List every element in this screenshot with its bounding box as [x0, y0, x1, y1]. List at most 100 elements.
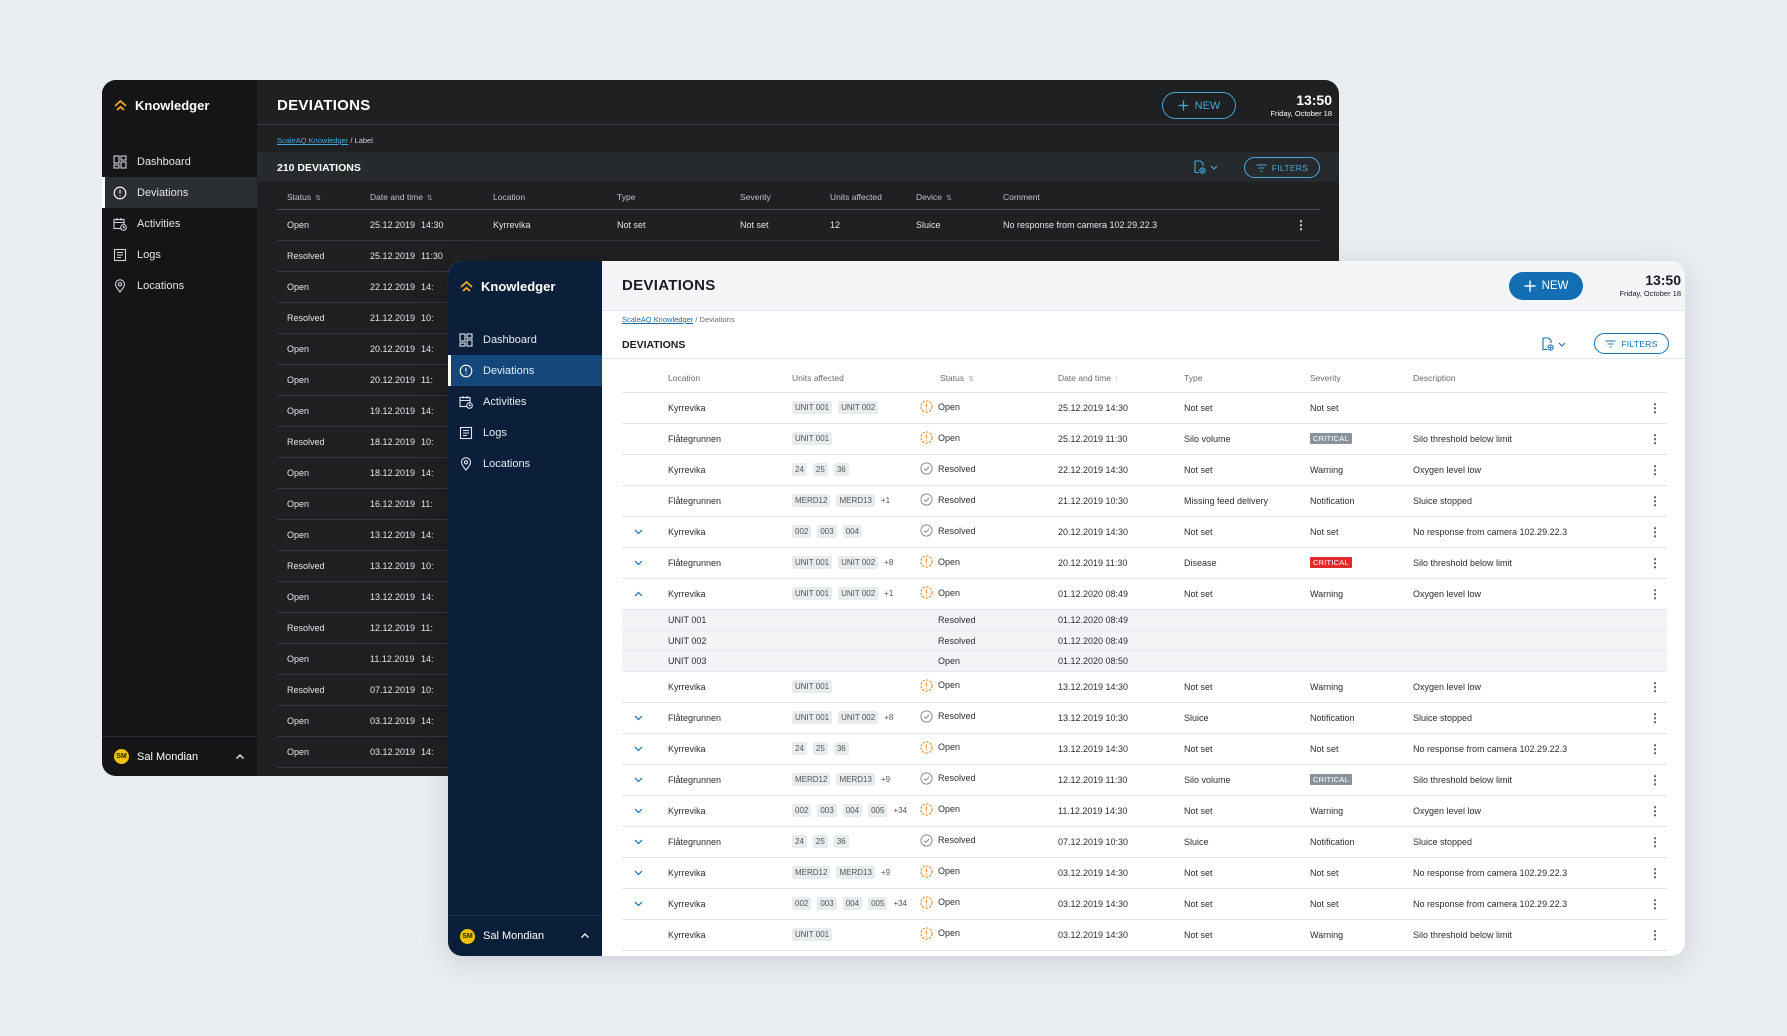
table-row[interactable]: Kyrrevika MERD12 MERD13 +9 Open 03.12.2019 14… — [622, 858, 1667, 889]
nav-item-dashboard[interactable]: Dashboard — [448, 324, 602, 355]
row-date: 13.12.2019 14:30 — [1058, 681, 1129, 692]
table-row[interactable]: Kyrrevika UNIT 001 UNIT 002 Open 25.12.2019 … — [622, 393, 1667, 424]
more-vertical-icon[interactable]: ⋮ — [1649, 556, 1661, 570]
nav-item-logs[interactable]: Logs — [102, 239, 257, 270]
unit-chip: 004 — [842, 525, 863, 538]
nav-item-logs[interactable]: Logs — [448, 417, 602, 448]
chevron-up-icon[interactable] — [634, 589, 643, 599]
sub-unit: UNIT 002 — [668, 635, 707, 646]
more-vertical-icon[interactable]: ⋮ — [1649, 865, 1661, 880]
table-row[interactable]: Open 25.12.2019 14:30 Kyrrevika Not set … — [277, 210, 1320, 241]
filters-button[interactable]: FILTERS — [1594, 333, 1669, 354]
breadcrumb-current: / Label — [348, 136, 373, 145]
col-units[interactable]: Units affected — [792, 373, 844, 383]
table-row[interactable]: Flåtegrunnen UNIT 001 UNIT 002 +8 Resolved 13… — [622, 703, 1667, 734]
chevron-down-icon[interactable] — [634, 558, 643, 568]
chevron-down-icon[interactable] — [634, 527, 643, 537]
nav-item-activities[interactable]: Activities — [448, 386, 602, 417]
nav-label: Deviations — [137, 186, 189, 199]
col-description[interactable]: Description — [1413, 373, 1456, 383]
chevron-down-icon[interactable] — [634, 744, 643, 754]
table-row[interactable]: Flåtegrunnen UNIT 001 UNIT 002 +8 Open 20.12.… — [622, 548, 1667, 579]
open-status-icon — [920, 803, 933, 816]
col-device[interactable]: Device ⇅ — [916, 191, 952, 202]
more-vertical-icon[interactable]: ⋮ — [1649, 772, 1661, 787]
export-menu[interactable] — [1541, 337, 1566, 351]
col-severity[interactable]: Severity — [1310, 373, 1341, 383]
more-vertical-icon[interactable]: ⋮ — [1649, 803, 1661, 818]
chevron-down-icon[interactable] — [634, 775, 643, 785]
row-status: Resolved — [287, 685, 325, 695]
more-vertical-icon[interactable]: ⋮ — [1649, 525, 1661, 539]
more-vertical-icon[interactable]: ⋮ — [1649, 401, 1661, 415]
table-row[interactable]: Kyrrevika UNIT 001 UNIT 002 +1 Open 01.12.202… — [622, 579, 1667, 610]
col-type[interactable]: Type — [1184, 373, 1203, 383]
nav-item-locations[interactable]: Locations — [448, 448, 602, 479]
more-vertical-icon[interactable]: ⋮ — [1649, 741, 1661, 756]
col-date[interactable]: Date and time ↑ — [1058, 373, 1119, 383]
row-description: Oxygen level low — [1413, 805, 1482, 816]
col-status[interactable]: Status ⇅ — [940, 373, 974, 383]
table-row[interactable]: Flåtegrunnen UNIT 001 Open 25.12.2019 11:30… — [622, 424, 1667, 455]
resolved-check-icon — [920, 524, 933, 537]
filters-button[interactable]: FILTERS — [1244, 157, 1320, 178]
more-vertical-icon[interactable]: ⋮ — [1649, 679, 1661, 694]
chevron-down-icon[interactable] — [634, 837, 643, 847]
more-vertical-icon[interactable]: ⋮ — [1649, 927, 1661, 942]
status-label: Open — [938, 866, 961, 877]
more-vertical-icon[interactable]: ⋮ — [1649, 834, 1661, 849]
row-status: Resolved — [287, 623, 325, 633]
more-vertical-icon[interactable]: ⋮ — [1649, 494, 1661, 508]
col-location[interactable]: Location — [493, 191, 526, 202]
col-comment[interactable]: Comment — [1003, 191, 1040, 202]
col-type[interactable]: Type — [617, 191, 636, 202]
col-location[interactable]: Location — [668, 373, 701, 383]
new-button[interactable]: NEW — [1509, 272, 1583, 300]
breadcrumb: ScaleAQ Knowledger / Label — [277, 136, 373, 145]
table-row[interactable]: Kyrrevika UNIT 001 Open 03.12.2019 14:30 Not… — [622, 920, 1667, 951]
dark-user-menu[interactable]: SM Sal Mondian — [102, 736, 257, 776]
more-vertical-icon[interactable]: ⋮ — [1649, 896, 1661, 911]
row-date: 20.12.2019 — [370, 344, 416, 354]
table-row[interactable]: Flåtegrunnen 24 25 36 Resolved 07.12.2019 10:… — [622, 827, 1667, 858]
light-user-menu[interactable]: SM Sal Mondian — [448, 915, 602, 956]
nav-item-locations[interactable]: Locations — [102, 270, 257, 301]
table-row[interactable]: Flåtegrunnen MERD12 MERD13 +9 Resolved 12.12.… — [622, 765, 1667, 796]
row-date: 03.12.2019 — [370, 747, 416, 757]
row-status: Resolved — [920, 493, 976, 506]
new-button[interactable]: NEW — [1162, 92, 1236, 119]
more-vertical-icon[interactable]: ⋮ — [1649, 432, 1661, 446]
table-row[interactable]: Flåtegrunnen MERD12 MERD13 +1 Resolved 21.12.… — [622, 486, 1667, 517]
nav-item-dashboard[interactable]: Dashboard — [102, 146, 257, 177]
table-row[interactable]: Kyrrevika 24 25 36 Resolved 22.12.2019 14:30 N… — [622, 455, 1667, 486]
dark-logo[interactable]: Knowledger — [114, 98, 209, 113]
table-row[interactable]: Kyrrevika UNIT 001 Open 13.12.2019 14:30 Not… — [622, 672, 1667, 703]
table-row[interactable]: Kyrrevika 002 003 004 Resolved 20.12.2019 14:… — [622, 517, 1667, 548]
unit-chip: UNIT 001 — [792, 401, 833, 414]
col-date[interactable]: Date and time ⇅ — [370, 191, 433, 202]
nav-item-deviations[interactable]: Deviations — [448, 355, 602, 386]
nav-item-deviations[interactable]: Deviations — [102, 177, 257, 208]
col-severity[interactable]: Severity — [740, 191, 771, 202]
more-vertical-icon[interactable]: ⋮ — [1649, 710, 1661, 725]
chevron-down-icon[interactable] — [634, 713, 643, 723]
light-logo[interactable]: Knowledger — [460, 279, 555, 294]
table-row[interactable]: Kyrrevika 002 003 004 005 +34 Open 03.12.2019 1… — [622, 889, 1667, 920]
units-chips: UNIT 001 UNIT 002 +8 — [792, 556, 893, 569]
chevron-down-icon[interactable] — [634, 899, 643, 909]
breadcrumb-link[interactable]: ScaleAQ Knowledger — [277, 136, 349, 145]
more-vertical-icon[interactable]: ⋮ — [1295, 218, 1307, 232]
table-row[interactable]: Kyrrevika 002 003 004 005 +34 Open 11.12.2019 1… — [622, 796, 1667, 827]
breadcrumb-link[interactable]: ScaleAQ Knowledger — [622, 315, 694, 324]
nav-item-activities[interactable]: Activities — [102, 208, 257, 239]
export-menu[interactable] — [1193, 160, 1218, 174]
chevron-down-icon[interactable] — [634, 806, 643, 816]
col-units[interactable]: Units affected — [830, 191, 882, 202]
logo-icon — [114, 100, 127, 111]
col-status[interactable]: Status ⇅ — [287, 191, 321, 202]
table-row[interactable]: Kyrrevika 24 25 36 Open 13.12.2019 14:30 Not s… — [622, 734, 1667, 765]
more-vertical-icon[interactable]: ⋮ — [1649, 587, 1661, 601]
unit-chip: MERD12 — [792, 865, 831, 879]
more-vertical-icon[interactable]: ⋮ — [1649, 463, 1661, 477]
chevron-down-icon[interactable] — [634, 868, 643, 878]
